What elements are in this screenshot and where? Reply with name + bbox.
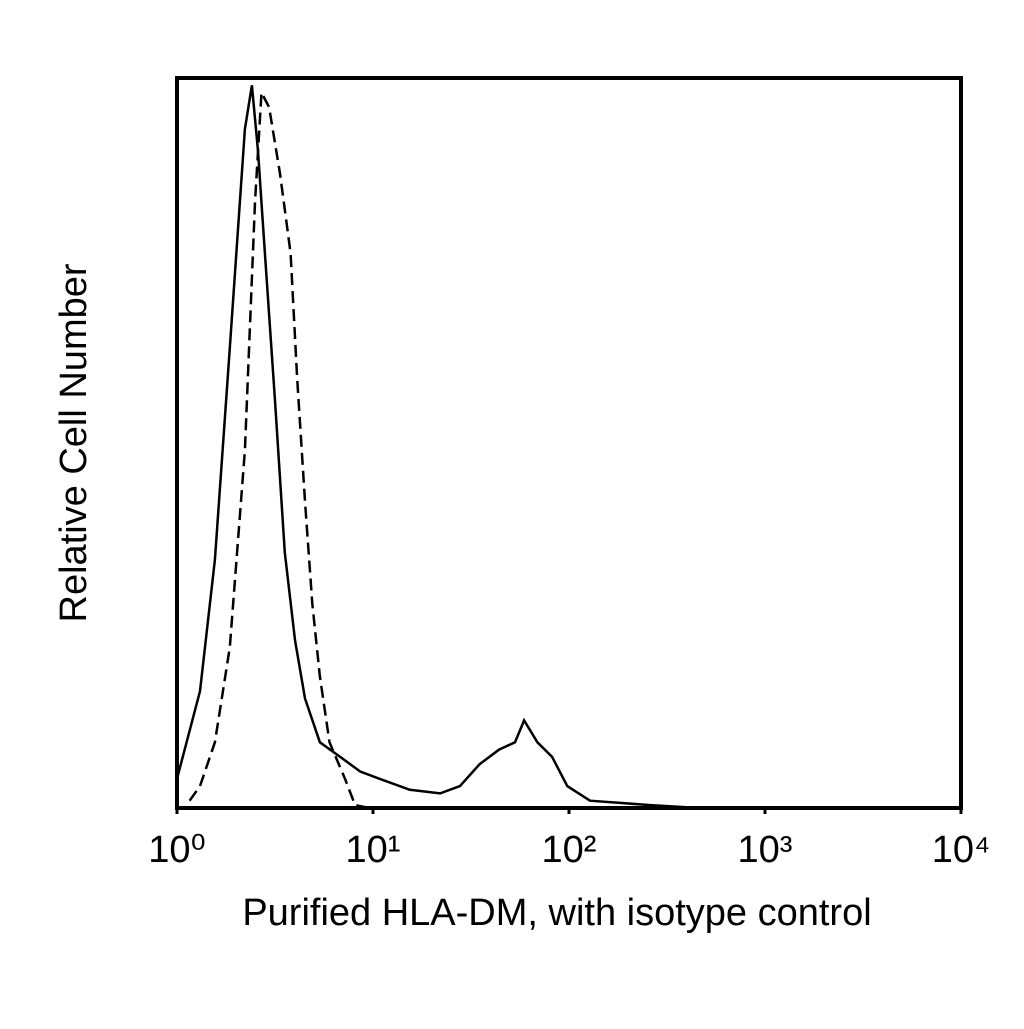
histogram-line — [175, 85, 700, 810]
x-axis-label: Purified HLA-DM, with isotype control — [242, 892, 871, 934]
x-tick-label: 10³ — [738, 829, 793, 871]
plot-frame — [175, 76, 963, 810]
x-tick-label: 10² — [542, 829, 597, 871]
x-tick-label: 10⁰ — [148, 829, 206, 871]
x-tick-label: 10¹ — [346, 829, 401, 871]
y-axis-label: Relative Cell Number — [53, 263, 95, 622]
histogram-line — [188, 88, 370, 810]
x-tick-label: 10⁴ — [932, 829, 991, 871]
